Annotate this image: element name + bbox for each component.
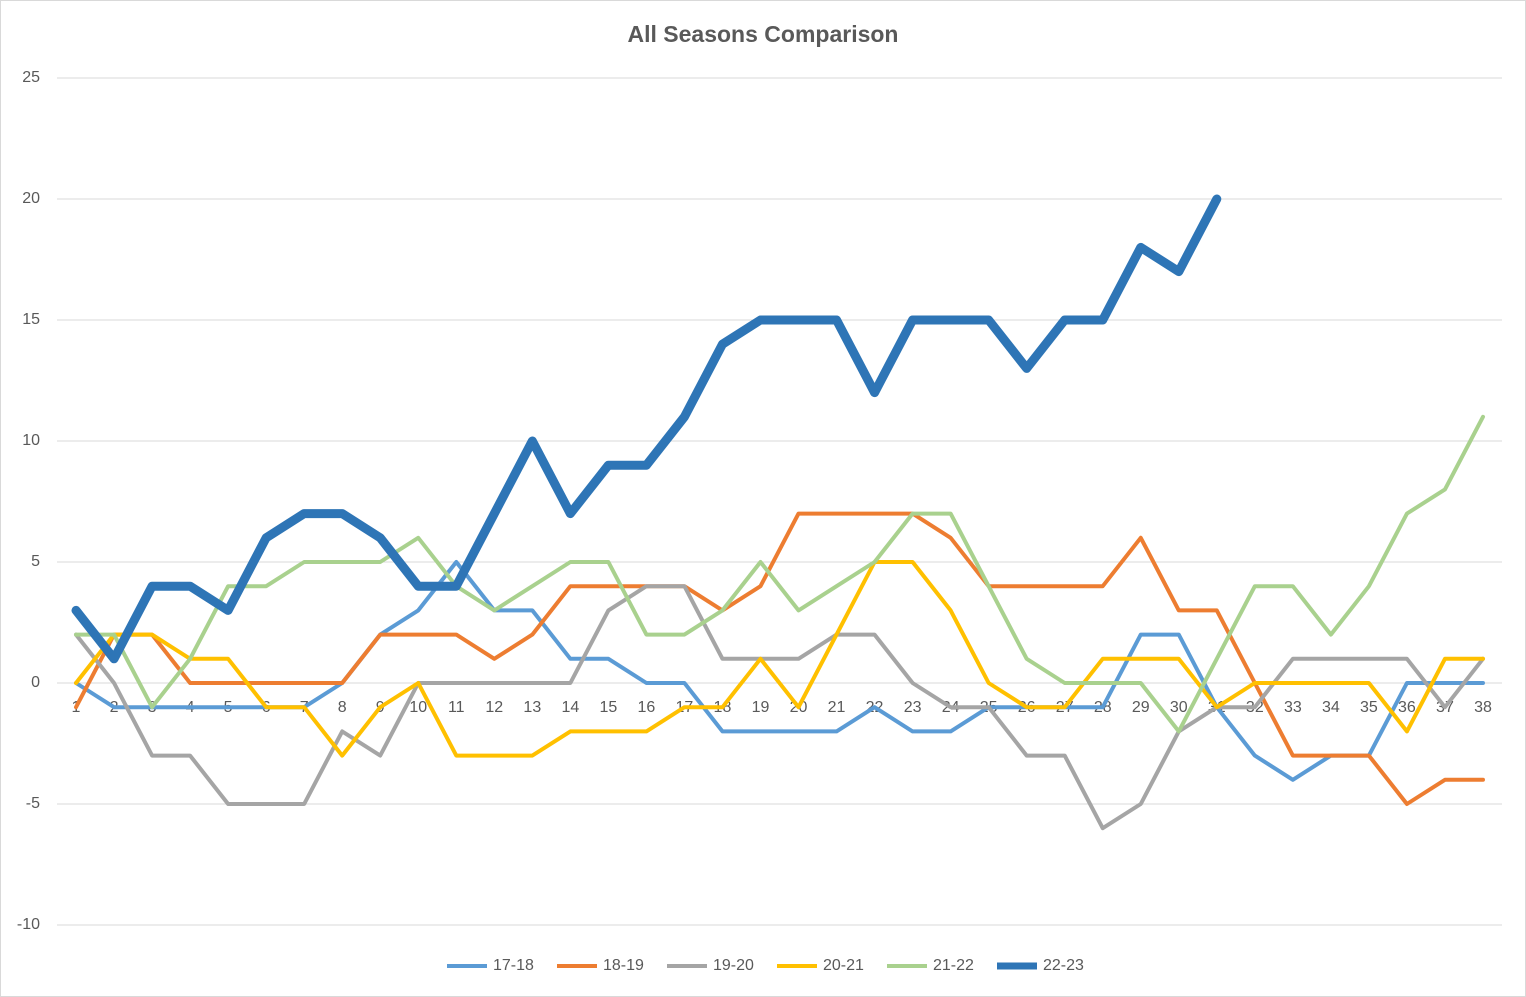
y-tick-label: 15 bbox=[22, 311, 40, 328]
chart-title: All Seasons Comparison bbox=[628, 21, 899, 47]
x-tick-label: 29 bbox=[1132, 699, 1150, 716]
legend-label: 22-23 bbox=[1043, 957, 1084, 974]
y-tick-label: 0 bbox=[31, 674, 40, 691]
x-tick-label: 14 bbox=[561, 699, 579, 716]
x-tick-label: 11 bbox=[448, 699, 465, 716]
x-tick-label: 10 bbox=[409, 699, 427, 716]
y-tick-label: 25 bbox=[22, 69, 40, 86]
x-tick-label: 12 bbox=[485, 699, 503, 716]
x-tick-label: 21 bbox=[828, 699, 846, 716]
series-line bbox=[74, 560, 1485, 758]
y-tick-label: 10 bbox=[22, 432, 40, 449]
x-tick-label: 23 bbox=[904, 699, 922, 716]
x-tick-label: 16 bbox=[638, 699, 656, 716]
x-tick-label: 35 bbox=[1360, 699, 1378, 716]
y-tick-label: 20 bbox=[22, 190, 40, 207]
series-line bbox=[74, 560, 1485, 782]
x-tick-label: 33 bbox=[1284, 699, 1302, 716]
x-tick-label: 38 bbox=[1474, 699, 1492, 716]
y-tick-label: 5 bbox=[31, 553, 40, 570]
legend-label: 18-19 bbox=[603, 957, 644, 974]
legend-label: 17-18 bbox=[493, 957, 534, 974]
x-tick-label: 19 bbox=[752, 699, 770, 716]
x-tick-label: 8 bbox=[338, 699, 347, 716]
x-tick-label: 36 bbox=[1398, 699, 1416, 716]
y-tick-label: -10 bbox=[17, 916, 40, 933]
x-tick-label: 30 bbox=[1170, 699, 1188, 716]
series-line bbox=[74, 511, 1485, 806]
y-tick-label: -5 bbox=[26, 795, 40, 812]
series-line bbox=[74, 414, 1485, 734]
legend-label: 21-22 bbox=[933, 957, 974, 974]
x-tick-label: 34 bbox=[1322, 699, 1340, 716]
x-tick-label: 15 bbox=[599, 699, 617, 716]
series-line bbox=[74, 584, 1485, 831]
x-tick-label: 13 bbox=[523, 699, 541, 716]
legend-label: 19-20 bbox=[713, 957, 754, 974]
series-line bbox=[71, 194, 1222, 664]
legend-label: 20-21 bbox=[823, 957, 864, 974]
